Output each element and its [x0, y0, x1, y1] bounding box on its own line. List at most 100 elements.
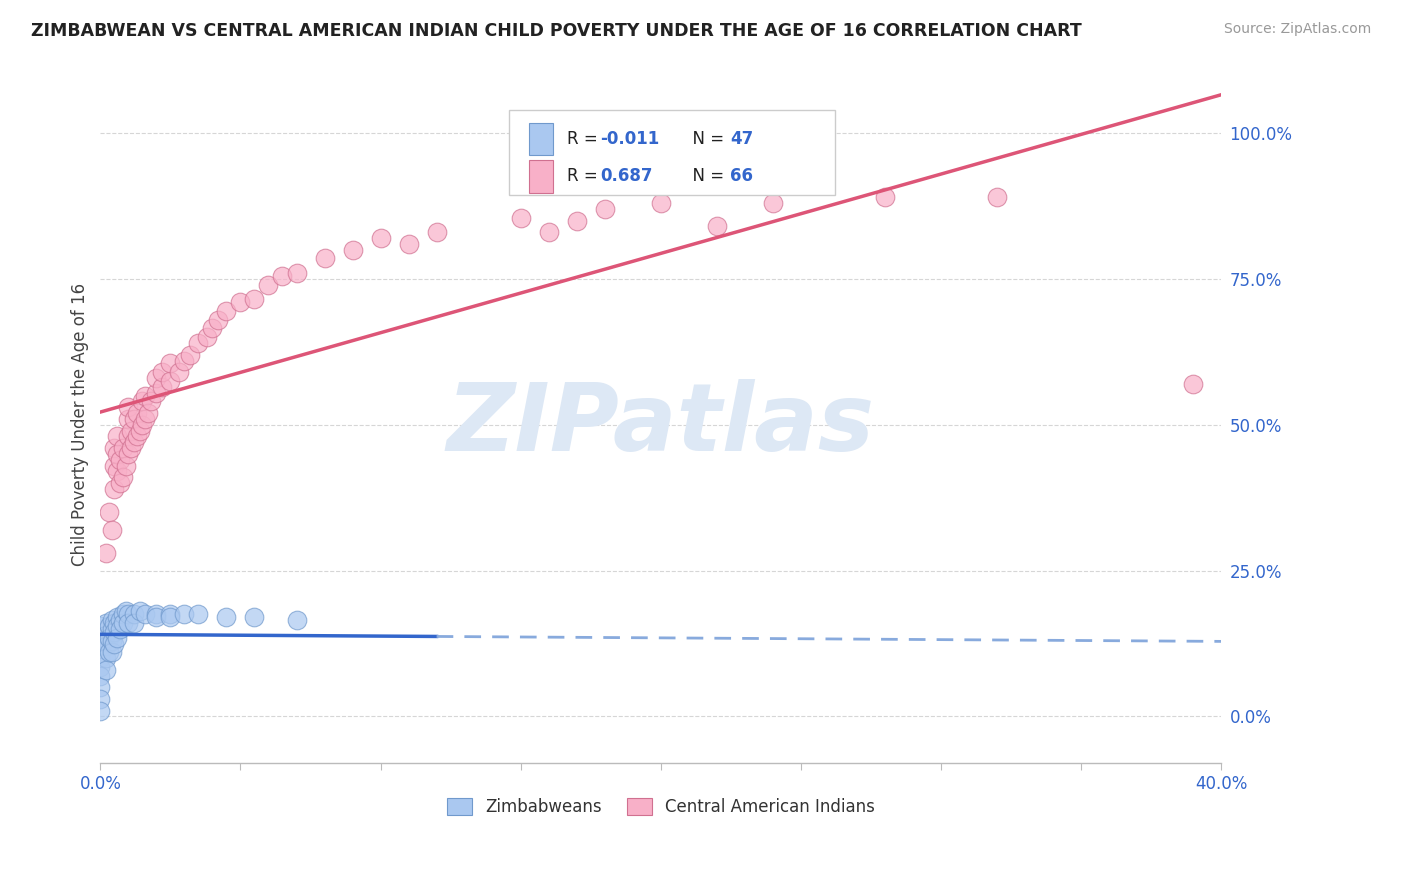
Point	[108, 476, 131, 491]
Point	[159, 356, 181, 370]
Point	[187, 607, 209, 622]
Point	[167, 365, 190, 379]
Point	[229, 295, 252, 310]
Point	[257, 277, 280, 292]
Point	[131, 417, 153, 432]
Point	[89, 680, 111, 694]
Text: 66: 66	[730, 168, 754, 186]
Point	[314, 252, 336, 266]
Point	[100, 645, 122, 659]
Point	[201, 321, 224, 335]
Point	[108, 452, 131, 467]
Point	[100, 622, 122, 636]
Point	[100, 613, 122, 627]
Point	[131, 394, 153, 409]
Point	[111, 441, 134, 455]
Point	[370, 231, 392, 245]
Point	[117, 616, 139, 631]
Point	[398, 236, 420, 251]
Point	[117, 607, 139, 622]
Point	[136, 406, 159, 420]
Point	[122, 607, 145, 622]
Text: ZIPatlas: ZIPatlas	[447, 379, 875, 471]
Point	[105, 619, 128, 633]
Point	[103, 616, 125, 631]
Point	[762, 196, 785, 211]
Text: 0.687: 0.687	[600, 168, 652, 186]
Point	[105, 447, 128, 461]
Point	[509, 211, 531, 225]
Point	[108, 613, 131, 627]
Point	[94, 640, 117, 654]
Point	[134, 607, 156, 622]
Point	[145, 385, 167, 400]
Point	[114, 604, 136, 618]
Point	[97, 631, 120, 645]
Point	[111, 616, 134, 631]
Point	[94, 651, 117, 665]
Point	[173, 353, 195, 368]
Bar	[529, 161, 553, 193]
Point	[89, 619, 111, 633]
Point	[285, 613, 308, 627]
Point	[89, 631, 111, 645]
Point	[426, 225, 449, 239]
Point	[89, 651, 111, 665]
Text: N =: N =	[682, 130, 730, 148]
Point	[94, 628, 117, 642]
Point	[97, 505, 120, 519]
Point	[122, 616, 145, 631]
Point	[150, 365, 173, 379]
Point	[105, 464, 128, 478]
Point	[117, 412, 139, 426]
Text: -0.011: -0.011	[600, 130, 659, 148]
Point	[565, 213, 588, 227]
Point	[215, 610, 238, 624]
Point	[179, 348, 201, 362]
Point	[100, 633, 122, 648]
Point	[97, 619, 120, 633]
Point	[111, 470, 134, 484]
Point	[125, 406, 148, 420]
Point	[89, 668, 111, 682]
Point	[159, 610, 181, 624]
Point	[120, 424, 142, 438]
Point	[150, 380, 173, 394]
Point	[187, 336, 209, 351]
Point	[243, 610, 266, 624]
Point	[122, 412, 145, 426]
Point	[89, 704, 111, 718]
Point	[105, 610, 128, 624]
Point	[97, 645, 120, 659]
Point	[986, 190, 1008, 204]
Text: Source: ZipAtlas.com: Source: ZipAtlas.com	[1223, 22, 1371, 37]
Point	[125, 429, 148, 443]
Point	[111, 607, 134, 622]
Point	[114, 458, 136, 473]
Point	[706, 219, 728, 234]
Point	[103, 636, 125, 650]
Point	[120, 441, 142, 455]
Point	[103, 458, 125, 473]
Point	[159, 374, 181, 388]
Point	[117, 429, 139, 443]
Point	[1182, 376, 1205, 391]
Point	[94, 663, 117, 677]
Point	[89, 640, 111, 654]
Point	[122, 435, 145, 450]
Point	[271, 268, 294, 283]
Point	[145, 371, 167, 385]
Point	[593, 202, 616, 216]
Point	[100, 523, 122, 537]
Point	[103, 441, 125, 455]
Text: R =: R =	[567, 130, 603, 148]
Point	[89, 692, 111, 706]
Point	[128, 424, 150, 438]
Point	[128, 604, 150, 618]
Point	[873, 190, 896, 204]
FancyBboxPatch shape	[509, 110, 835, 194]
Point	[117, 401, 139, 415]
Point	[537, 225, 560, 239]
Point	[139, 394, 162, 409]
Y-axis label: Child Poverty Under the Age of 16: Child Poverty Under the Age of 16	[72, 283, 89, 566]
